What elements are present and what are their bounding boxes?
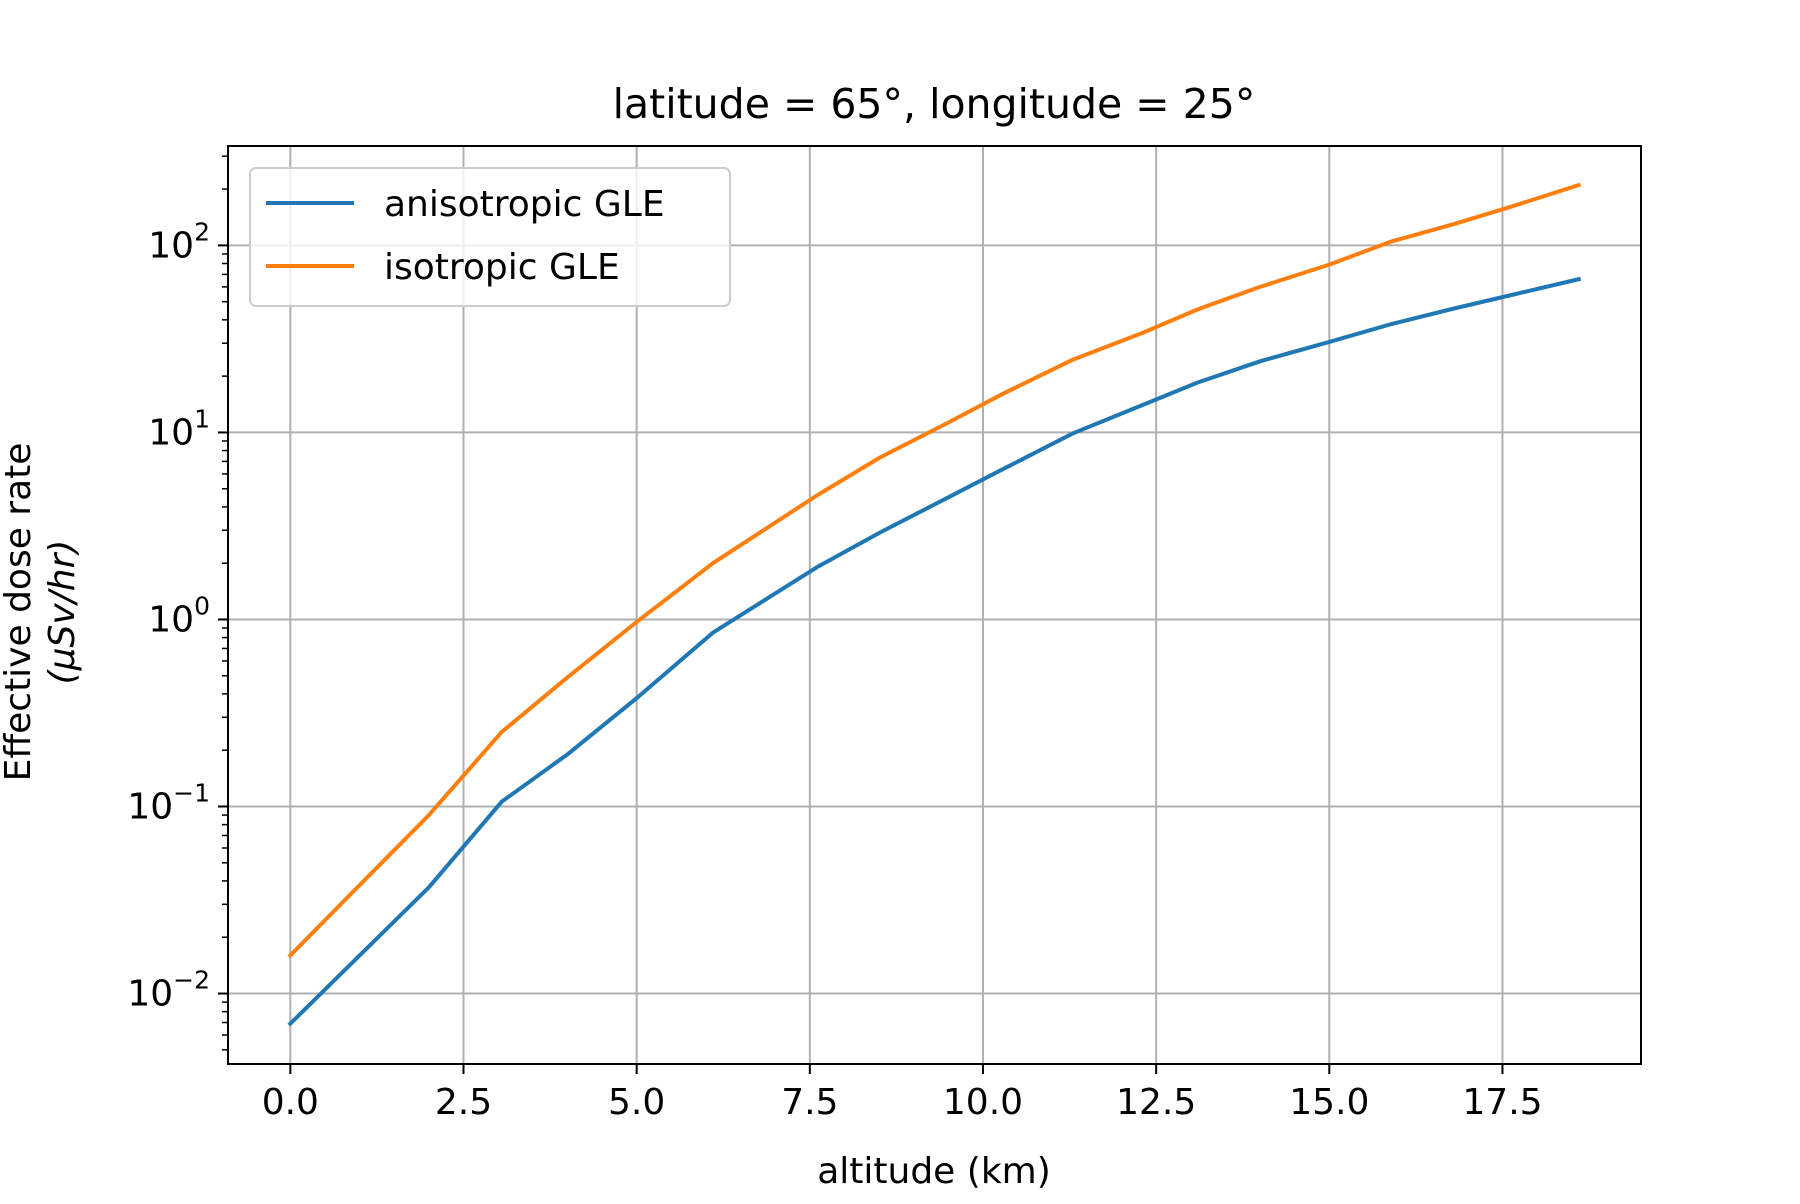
y-tick-label: 10−1	[127, 779, 210, 828]
series-layer	[287, 182, 1582, 1027]
y-tick-exponent: 2	[194, 217, 210, 246]
series-line-anisotropic-gle	[287, 276, 1582, 1027]
y-axis-label: Effective dose rate (μSv/hr)	[0, 443, 83, 782]
x-tick-label: 17.5	[1462, 1082, 1542, 1123]
chart-title: latitude = 65°, longitude = 25°	[613, 80, 1256, 128]
series-line-isotropic-gle	[287, 182, 1582, 959]
legend-label-anisotropic: anisotropic GLE	[384, 184, 665, 225]
y-tick-exponent: −1	[173, 779, 210, 808]
x-tick-label: 7.5	[781, 1082, 838, 1123]
y-tick-exponent: 0	[194, 591, 210, 620]
y-axis-label-line1: Effective dose rate	[0, 443, 39, 782]
y-tick-label: 101	[148, 404, 210, 453]
y-tick-base: 10	[148, 412, 194, 453]
y-tick-label: 102	[148, 217, 210, 266]
x-tick-label: 5.0	[608, 1082, 665, 1123]
y-tick-base: 10	[148, 225, 194, 266]
x-tick-label: 10.0	[943, 1082, 1023, 1123]
y-tick-label: 100	[148, 591, 210, 640]
y-tick-exponent: 1	[194, 404, 210, 433]
legend-box	[249, 167, 731, 307]
x-tick-label: 12.5	[1116, 1082, 1196, 1123]
x-axis-label: altitude (km)	[817, 1151, 1051, 1192]
y-tick-label: 10−2	[127, 966, 210, 1015]
y-axis-label-line2: (μSv/hr)	[42, 540, 83, 685]
plot-frame	[227, 145, 1642, 1065]
legend-label-isotropic: isotropic GLE	[384, 247, 620, 288]
y-tick-base: 10	[127, 787, 173, 828]
x-tick-label: 0.0	[262, 1082, 319, 1123]
tick-layer: 0.0 2.5 5.0 7.5 10.0 12.5 15.0 17.510−210−11001…	[127, 155, 1543, 1123]
y-tick-base: 10	[148, 599, 194, 640]
y-tick-base: 10	[127, 974, 173, 1015]
y-tick-exponent: −2	[173, 966, 210, 995]
legend: anisotropic GLE isotropic GLE	[249, 167, 731, 307]
grid-layer	[228, 146, 1641, 1064]
x-tick-label: 2.5	[435, 1082, 492, 1123]
x-tick-label: 15.0	[1289, 1082, 1369, 1123]
